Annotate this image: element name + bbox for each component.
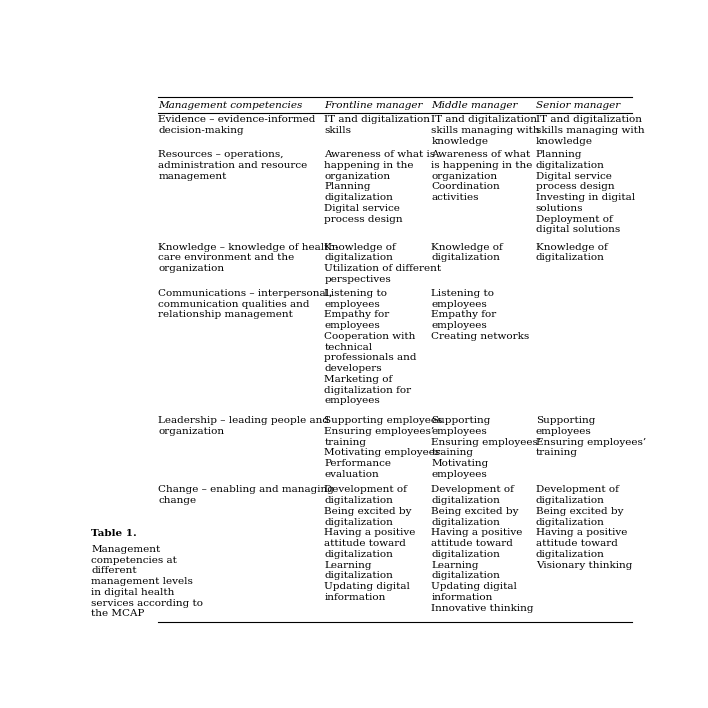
Text: Knowledge of
digitalization
Utilization of different
perspectives: Knowledge of digitalization Utilization … [324, 243, 442, 284]
Text: Supporting
employees
Ensuring employees’
training: Supporting employees Ensuring employees’… [536, 416, 646, 457]
Text: Listening to
employees
Empathy for
employees
Creating networks: Listening to employees Empathy for emplo… [431, 289, 530, 341]
Text: Supporting employees
Ensuring employees’
training
Motivating employees
Performan: Supporting employees Ensuring employees’… [324, 416, 442, 479]
Text: Middle manager: Middle manager [431, 101, 518, 110]
Text: Management
competencies at
different
management levels
in digital health
service: Management competencies at different man… [91, 545, 203, 618]
Text: Supporting
employees
Ensuring employees’
training
Motivating
employees: Supporting employees Ensuring employees’… [431, 416, 542, 479]
Text: Development of
digitalization
Being excited by
digitalization
Having a positive
: Development of digitalization Being exci… [431, 486, 534, 612]
Text: Leadership – leading people and
organization: Leadership – leading people and organiza… [158, 416, 329, 436]
Text: Listening to
employees
Empathy for
employees
Cooperation with
technical
professi: Listening to employees Empathy for emplo… [324, 289, 417, 406]
Text: Development of
digitalization
Being excited by
digitalization
Having a positive
: Development of digitalization Being exci… [536, 486, 632, 570]
Text: Knowledge – knowledge of health-
care environment and the
organization: Knowledge – knowledge of health- care en… [158, 243, 339, 273]
Text: IT and digitalization
skills: IT and digitalization skills [324, 115, 430, 135]
Text: Knowledge of
digitalization: Knowledge of digitalization [431, 243, 503, 263]
Text: Awareness of what
is happening in the
organization
Coordination
activities: Awareness of what is happening in the or… [431, 150, 533, 202]
Text: Change – enabling and managing
change: Change – enabling and managing change [158, 486, 334, 505]
Text: Table 1.: Table 1. [91, 530, 137, 538]
Text: Resources – operations,
administration and resource
management: Resources – operations, administration a… [158, 150, 307, 181]
Text: IT and digitalization
skills managing with
knowledge: IT and digitalization skills managing wi… [431, 115, 540, 146]
Text: Awareness of what is
happening in the
organization
Planning
digitalization
Digit: Awareness of what is happening in the or… [324, 150, 435, 224]
Text: Management competencies: Management competencies [158, 101, 302, 110]
Text: Knowledge of
digitalization: Knowledge of digitalization [536, 243, 607, 263]
Text: Planning
digitalization
Digital service
process design
Investing in digital
solu: Planning digitalization Digital service … [536, 150, 635, 234]
Text: Evidence – evidence-informed
decision-making: Evidence – evidence-informed decision-ma… [158, 115, 316, 135]
Text: IT and digitalization
skills managing with
knowledge: IT and digitalization skills managing wi… [536, 115, 644, 146]
Text: Senior manager: Senior manager [536, 101, 620, 110]
Text: Frontline manager: Frontline manager [324, 101, 423, 110]
Text: Development of
digitalization
Being excited by
digitalization
Having a positive
: Development of digitalization Being exci… [324, 486, 416, 602]
Text: Communications – interpersonal,
communication qualities and
relationship managem: Communications – interpersonal, communic… [158, 289, 333, 319]
